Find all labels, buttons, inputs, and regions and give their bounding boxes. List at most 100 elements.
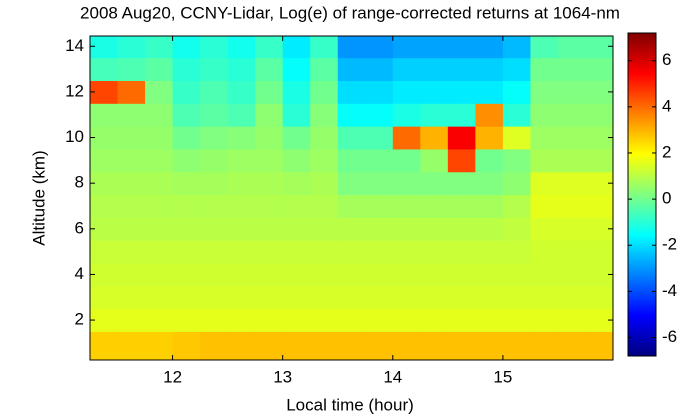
heatmap-cell: [117, 171, 146, 196]
heatmap-cell: [447, 36, 476, 59]
heatmap-cell: [145, 263, 174, 287]
heatmap-cell: [557, 148, 586, 173]
heatmap-cell: [557, 285, 586, 310]
heatmap-cell: [585, 240, 614, 264]
heatmap-cell: [117, 36, 146, 59]
heatmap-cell: [365, 308, 394, 332]
colorbar: [627, 32, 657, 357]
y-axis-label: Altitude (km): [29, 150, 48, 245]
heatmap-cell: [255, 194, 284, 218]
heatmap-cell: [392, 103, 421, 127]
heatmap-cell: [475, 240, 504, 264]
colorbar-tick-label: 4: [662, 96, 671, 115]
axes: 12 13 14 15 2 4 6 8 10 12 14 -6 -4 -2 0 2 4 6: [65, 32, 677, 386]
heatmap-cell: [227, 308, 256, 332]
heatmap-cell: [447, 263, 476, 287]
heatmap-cell: [172, 80, 201, 104]
heatmap-cell: [502, 80, 531, 104]
heatmap-cell: [200, 308, 229, 332]
heatmap-cell: [117, 217, 146, 241]
heatmap-cell: [502, 331, 531, 361]
heatmap-cell: [365, 194, 394, 218]
heatmap-cell: [557, 263, 586, 287]
heatmap-cell: [255, 171, 284, 196]
heatmap-cell: [282, 217, 311, 241]
heatmap-cell: [475, 148, 504, 173]
heatmap-cell: [392, 217, 421, 241]
y-tick-label: 6: [75, 218, 84, 237]
heatmap-cell: [557, 217, 586, 241]
heatmap-cell: [585, 194, 614, 218]
heatmap-cell: [585, 126, 614, 150]
heatmap-cell: [255, 331, 284, 361]
heatmap-cell: [227, 331, 256, 361]
heatmap-cell: [502, 103, 531, 127]
heatmap-cell: [530, 103, 559, 127]
heatmap-cell: [200, 80, 229, 104]
heatmap-cell: [557, 171, 586, 196]
heatmap-cell: [530, 217, 559, 241]
heatmap-cell: [145, 331, 174, 361]
heatmap-cell: [227, 148, 256, 173]
heatmap-cell: [145, 285, 174, 310]
heatmap-cell: [337, 36, 366, 59]
heatmap-cell: [475, 57, 504, 81]
heatmap-cell: [585, 36, 614, 59]
heatmap-cell: [365, 217, 394, 241]
heatmap-cell: [557, 80, 586, 104]
heatmap-cell: [310, 57, 339, 81]
heatmap-cell: [90, 103, 119, 127]
heatmap-cell: [447, 285, 476, 310]
heatmap-cell: [337, 80, 366, 104]
heatmap-cell: [90, 171, 119, 196]
heatmap-cell: [227, 194, 256, 218]
heatmap-cell: [447, 240, 476, 264]
heatmap-cell: [585, 80, 614, 104]
heatmap-cell: [530, 148, 559, 173]
heatmap-cell: [310, 103, 339, 127]
heatmap-cell: [90, 240, 119, 264]
colorbar-tick-label: -4: [662, 281, 677, 300]
heatmap-cell: [200, 285, 229, 310]
heatmap-cell: [420, 194, 449, 218]
heatmap-cell: [365, 57, 394, 81]
heatmap-cell: [145, 217, 174, 241]
heatmap-cell: [255, 126, 284, 150]
heatmap-cell: [502, 148, 531, 173]
heatmap-cell: [392, 194, 421, 218]
heatmap-cell: [420, 126, 449, 150]
heatmap-cell: [530, 194, 559, 218]
heatmap-cell: [585, 331, 614, 361]
x-tick-label: 13: [273, 367, 292, 386]
heatmap-cell: [117, 126, 146, 150]
heatmap-cell: [90, 263, 119, 287]
x-tick-label: 15: [493, 367, 512, 386]
heatmap-cell: [392, 80, 421, 104]
heatmap-cell: [420, 285, 449, 310]
heatmap-cell: [227, 103, 256, 127]
heatmap-cell: [392, 308, 421, 332]
heatmap-cell: [310, 148, 339, 173]
heatmap-cell: [530, 331, 559, 361]
heatmap-cell: [172, 171, 201, 196]
heatmap-cell: [337, 194, 366, 218]
heatmap-cell: [557, 126, 586, 150]
heatmap-cell: [282, 126, 311, 150]
heatmap-cell: [145, 80, 174, 104]
heatmap-cell: [200, 217, 229, 241]
heatmap-cell: [227, 126, 256, 150]
heatmap-cell: [420, 36, 449, 59]
heatmap-cell: [90, 331, 119, 361]
heatmap-cell: [447, 194, 476, 218]
heatmap-cell: [145, 194, 174, 218]
heatmap-cell: [172, 57, 201, 81]
heatmap-cell: [337, 263, 366, 287]
heatmap-cell: [420, 148, 449, 173]
heatmap-cell: [585, 148, 614, 173]
heatmap-cell: [530, 80, 559, 104]
heatmap-cell: [557, 331, 586, 361]
heatmap-cell: [255, 148, 284, 173]
heatmap-cell: [117, 80, 146, 104]
heatmap-cell: [227, 263, 256, 287]
heatmap-cell: [172, 308, 201, 332]
